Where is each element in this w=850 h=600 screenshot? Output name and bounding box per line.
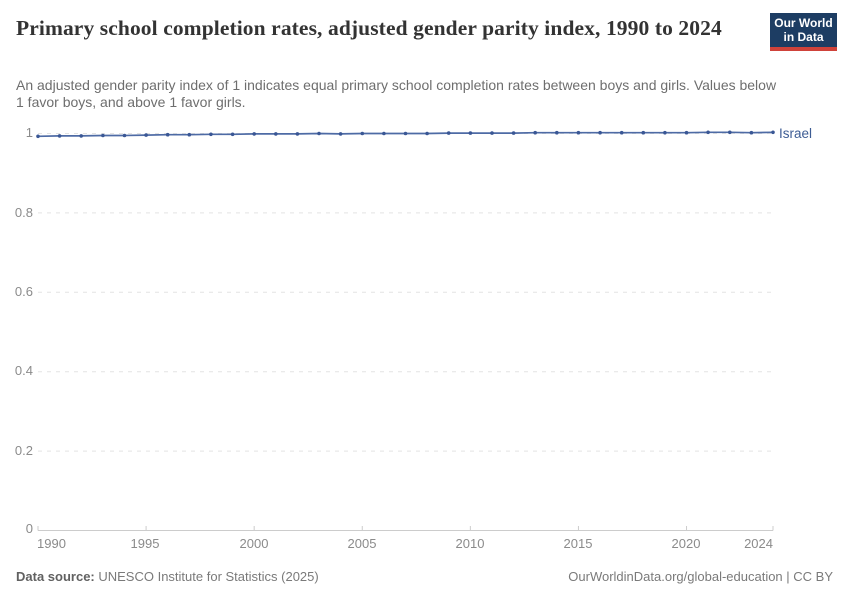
data-point-israel-2020[interactable] <box>684 130 689 135</box>
y-axis-tick-0_2: 0.2 <box>14 443 33 458</box>
x-axis-tick-1995: 1995 <box>130 536 160 551</box>
data-point-israel-2002[interactable] <box>295 132 300 136</box>
y-axis-tick-0_8: 0.8 <box>14 205 33 220</box>
data-point-israel-2012[interactable] <box>511 131 516 135</box>
owid-logo-line1: Our World <box>774 16 833 30</box>
data-source-label: Data source: <box>16 569 95 584</box>
x-axis-tick-2005: 2005 <box>347 536 377 551</box>
y-axis-tick-0_4: 0.4 <box>14 363 33 378</box>
x-axis-tick-2015: 2015 <box>563 536 593 551</box>
chart-footer: Data source: UNESCO Institute for Statis… <box>16 569 833 584</box>
data-point-israel-2017[interactable] <box>619 130 624 135</box>
data-source-note: Data source: UNESCO Institute for Statis… <box>16 569 319 584</box>
data-point-israel-2009[interactable] <box>446 131 451 135</box>
x-axis-tick-2020: 2020 <box>671 536 701 551</box>
data-point-israel-2003[interactable] <box>317 131 321 136</box>
data-point-israel-2005[interactable] <box>360 131 365 136</box>
x-axis-tick-2000: 2000 <box>239 536 269 551</box>
x-axis-tick-2010: 2010 <box>455 536 485 551</box>
data-point-israel-2001[interactable] <box>274 132 278 136</box>
data-point-israel-2006[interactable] <box>382 131 386 136</box>
data-point-israel-2019[interactable] <box>663 130 667 135</box>
data-point-israel-2018[interactable] <box>641 130 646 135</box>
data-point-israel-1991[interactable] <box>57 134 62 138</box>
data-point-israel-1992[interactable] <box>79 134 83 138</box>
data-point-israel-2021[interactable] <box>706 130 710 135</box>
owid-logo[interactable]: Our World in Data <box>770 13 837 51</box>
data-point-israel-2013[interactable] <box>533 130 537 135</box>
data-point-israel-1995[interactable] <box>144 133 148 137</box>
data-point-israel-1998[interactable] <box>209 132 213 137</box>
owid-credit-link[interactable]: OurWorldinData.org/global-education | CC… <box>568 569 833 584</box>
data-point-israel-1994[interactable] <box>122 133 127 138</box>
owid-logo-line2: in Data <box>783 30 824 44</box>
data-point-israel-1993[interactable] <box>101 133 105 138</box>
page-title: Primary school completion rates, adjuste… <box>16 16 722 40</box>
data-point-israel-2004[interactable] <box>338 132 343 136</box>
chart-subtitle: An adjusted gender parity index of 1 ind… <box>16 77 777 110</box>
data-point-israel-2015[interactable] <box>576 130 581 135</box>
data-source-value: UNESCO Institute for Statistics (2025) <box>94 569 319 584</box>
y-axis-tick-0_6: 0.6 <box>14 284 33 299</box>
series-label-israel[interactable]: Israel <box>779 126 813 141</box>
data-point-israel-2010[interactable] <box>468 131 473 135</box>
data-point-israel-1997[interactable] <box>187 132 192 137</box>
data-point-israel-2011[interactable] <box>490 131 494 135</box>
y-axis-tick-1: 1 <box>25 125 33 140</box>
x-axis-tick-1990: 1990 <box>37 536 66 551</box>
data-point-israel-2000[interactable] <box>252 132 256 136</box>
x-axis-tick-2024: 2024 <box>744 536 773 551</box>
data-point-israel-1990[interactable] <box>36 134 40 139</box>
data-point-israel-1996[interactable] <box>165 132 170 137</box>
data-point-israel-2023[interactable] <box>749 130 754 135</box>
data-point-israel-2022[interactable] <box>728 130 732 135</box>
data-point-israel-2016[interactable] <box>598 130 602 135</box>
data-point-israel-2024[interactable] <box>771 130 775 135</box>
data-point-israel-2014[interactable] <box>555 130 559 135</box>
data-point-israel-2008[interactable] <box>425 131 429 136</box>
data-point-israel-1999[interactable] <box>230 132 235 137</box>
data-point-israel-2007[interactable] <box>403 131 408 136</box>
y-axis-tick-0: 0 <box>25 521 33 536</box>
